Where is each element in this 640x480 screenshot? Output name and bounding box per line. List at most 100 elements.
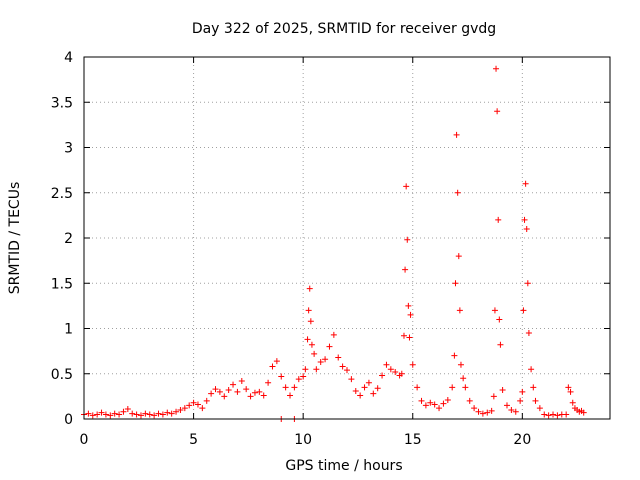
data-point (457, 361, 464, 368)
data-point (251, 389, 258, 396)
data-point (234, 388, 241, 395)
data-point (444, 396, 451, 403)
data-point (528, 366, 535, 373)
data-point (260, 392, 267, 399)
axis-ticks (83, 56, 610, 420)
data-point (173, 408, 180, 415)
data-point (494, 108, 501, 115)
data-point (520, 307, 527, 314)
data-point (305, 307, 312, 314)
data-point (98, 409, 105, 416)
data-point (454, 189, 461, 196)
data-point (407, 311, 414, 318)
data-point (137, 412, 144, 419)
grid (84, 57, 610, 419)
data-point (379, 372, 386, 379)
data-point (111, 410, 118, 417)
data-point (403, 183, 410, 190)
data-point (563, 411, 570, 418)
data-point (238, 377, 245, 384)
data-point (151, 412, 158, 419)
data-point (525, 330, 532, 337)
data-point (456, 307, 463, 314)
y-tick-label: 3 (64, 141, 73, 157)
data-point (357, 392, 364, 399)
data-point (339, 363, 346, 370)
data-point (521, 216, 528, 223)
data-point (550, 411, 557, 418)
y-tick-labels: 0 0.5 1 1.5 2 2.5 3 3.5 4 (51, 50, 73, 428)
data-point (427, 399, 434, 406)
data-point (247, 393, 254, 400)
data-point (503, 402, 510, 409)
data-point (168, 410, 175, 417)
x-tick-label: 10 (294, 432, 312, 448)
data-point (352, 387, 359, 394)
data-point (291, 384, 298, 391)
data-point (554, 412, 561, 419)
data-point (569, 399, 576, 406)
data-point (311, 350, 318, 357)
data-point (190, 399, 197, 406)
data-point (273, 358, 280, 365)
x-tick-label: 15 (404, 432, 422, 448)
data-point (116, 411, 123, 418)
data-point (133, 411, 140, 418)
data-point (278, 373, 285, 380)
data-point (400, 332, 407, 339)
data-point (307, 318, 314, 325)
data-point (495, 216, 502, 223)
data-point (302, 366, 309, 373)
data-point (269, 363, 276, 370)
data-point (532, 397, 539, 404)
data-point (387, 366, 394, 373)
data-point (517, 397, 524, 404)
y-tick-label: 1 (64, 322, 73, 338)
data-point (536, 405, 543, 412)
data-point (496, 316, 503, 323)
data-point (519, 388, 526, 395)
data-point (530, 384, 537, 391)
data-point (208, 390, 215, 397)
x-tick-label: 20 (513, 432, 531, 448)
data-point (164, 409, 171, 416)
data-point (142, 410, 149, 417)
data-point (300, 373, 307, 380)
data-point (508, 406, 515, 413)
data-point (317, 358, 324, 365)
plot-frame (83, 56, 611, 420)
data-point (488, 407, 495, 414)
data-point (462, 384, 469, 391)
x-tick-label: 0 (80, 432, 89, 448)
y-tick-label: 4 (64, 50, 73, 66)
data-point (370, 390, 377, 397)
data-point (203, 397, 210, 404)
data-point (402, 266, 409, 273)
data-point (186, 402, 193, 409)
data-point (225, 387, 232, 394)
data-point (497, 341, 504, 348)
data-point (524, 280, 531, 287)
data-point (541, 411, 548, 418)
data-point (455, 253, 462, 260)
data-point (484, 409, 491, 416)
data-point (212, 386, 219, 393)
data-point (85, 410, 92, 417)
data-point (490, 393, 497, 400)
data-point (124, 406, 131, 413)
data-point (361, 384, 368, 391)
data-point (493, 65, 500, 72)
chart-title: Day 322 of 2025, SRMTID for receiver gvd… (192, 21, 496, 37)
data-point (256, 388, 263, 395)
data-point (326, 343, 333, 350)
data-point (451, 352, 458, 359)
data-point (230, 381, 237, 388)
data-point (512, 408, 519, 415)
data-point (102, 411, 109, 418)
data-point (322, 356, 329, 363)
data-point (374, 385, 381, 392)
data-point (177, 406, 184, 413)
data-point (440, 400, 447, 407)
data-point (94, 411, 101, 418)
